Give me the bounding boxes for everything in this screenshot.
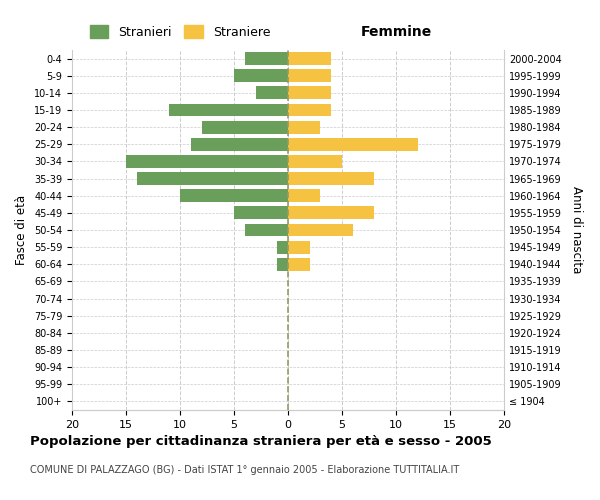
Bar xyxy=(288,240,310,254)
Legend: Stranieri, Straniere: Stranieri, Straniere xyxy=(85,20,275,44)
Bar xyxy=(288,224,353,236)
Text: Popolazione per cittadinanza straniera per età e sesso - 2005: Popolazione per cittadinanza straniera p… xyxy=(30,435,492,448)
Bar xyxy=(256,86,288,100)
Bar xyxy=(126,155,288,168)
Bar xyxy=(169,104,288,117)
Y-axis label: Fasce di età: Fasce di età xyxy=(16,195,28,265)
Bar xyxy=(288,258,310,270)
Bar xyxy=(288,172,374,185)
Bar xyxy=(180,190,288,202)
Bar xyxy=(234,206,288,220)
Bar xyxy=(288,86,331,100)
Bar xyxy=(288,120,320,134)
Bar xyxy=(234,70,288,82)
Text: Femmine: Femmine xyxy=(361,25,431,39)
Bar xyxy=(202,120,288,134)
Bar xyxy=(288,206,374,220)
Bar xyxy=(288,52,331,65)
Bar xyxy=(277,258,288,270)
Bar xyxy=(288,138,418,150)
Bar xyxy=(277,240,288,254)
Bar xyxy=(288,70,331,82)
Bar xyxy=(288,190,320,202)
Bar xyxy=(137,172,288,185)
Bar xyxy=(191,138,288,150)
Text: COMUNE DI PALAZZAGO (BG) - Dati ISTAT 1° gennaio 2005 - Elaborazione TUTTITALIA.: COMUNE DI PALAZZAGO (BG) - Dati ISTAT 1°… xyxy=(30,465,459,475)
Bar xyxy=(288,104,331,117)
Bar xyxy=(288,155,342,168)
Y-axis label: Anni di nascita: Anni di nascita xyxy=(570,186,583,274)
Bar xyxy=(245,224,288,236)
Bar xyxy=(245,52,288,65)
